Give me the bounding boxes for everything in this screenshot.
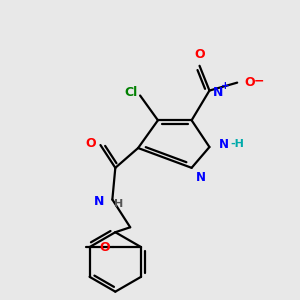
Text: +: +: [221, 81, 230, 91]
Text: H: H: [114, 200, 124, 209]
Text: −: −: [254, 74, 265, 87]
Text: N: N: [196, 171, 206, 184]
Text: O: O: [85, 136, 95, 150]
Text: Cl: Cl: [125, 86, 138, 99]
Text: N: N: [94, 195, 104, 208]
Text: O: O: [194, 48, 205, 61]
Text: N: N: [212, 86, 223, 99]
Text: O: O: [100, 241, 110, 254]
Text: N: N: [219, 138, 230, 151]
Text: O: O: [244, 76, 255, 89]
Text: -H: -H: [230, 139, 244, 149]
